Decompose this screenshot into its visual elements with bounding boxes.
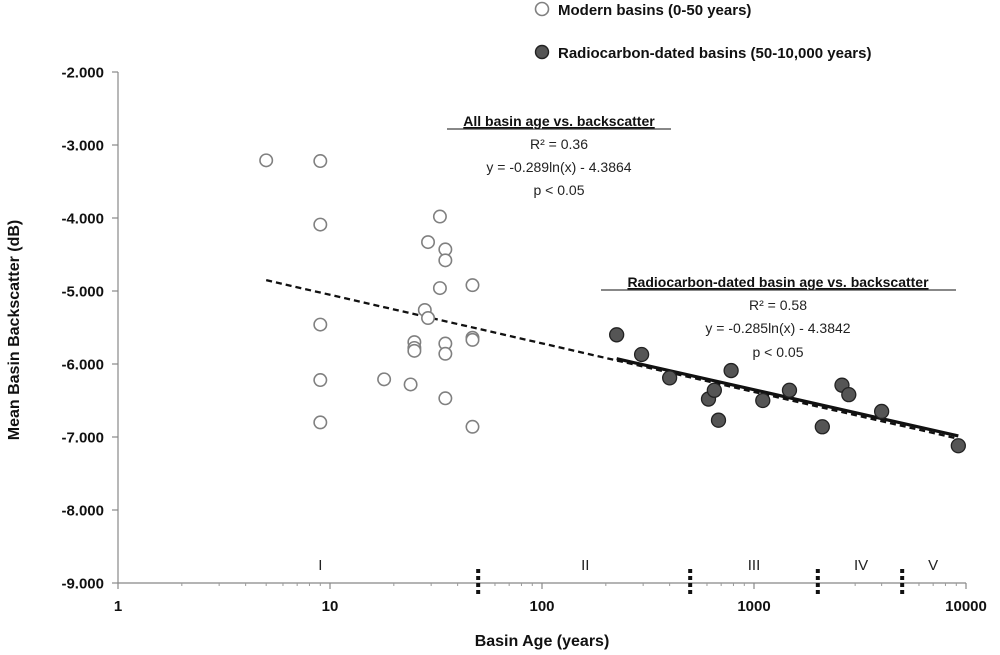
data-point-modern xyxy=(377,372,392,387)
annotation-all-r2: R² = 0.36 xyxy=(530,136,588,152)
data-point-radiocarbon xyxy=(710,412,727,428)
data-point-modern xyxy=(313,217,328,232)
region-boundaries xyxy=(476,569,905,594)
x-axis-title: Basin Age (years) xyxy=(475,633,610,650)
data-points xyxy=(259,153,966,454)
trendlines xyxy=(265,279,959,440)
data-point-modern xyxy=(438,391,453,406)
trendline xyxy=(265,279,959,440)
annotation-radiocarbon-title: Radiocarbon-dated basin age vs. backscat… xyxy=(627,274,929,290)
data-point-radiocarbon xyxy=(706,382,722,398)
legend: Modern basins (0-50 years) Radiocarbon-d… xyxy=(534,1,871,62)
data-point-modern xyxy=(421,235,436,250)
data-point-modern xyxy=(465,278,480,293)
x-tick-label: 10 xyxy=(322,598,339,615)
annotation-all-p: p < 0.05 xyxy=(534,182,585,198)
data-point-radiocarbon xyxy=(755,392,771,409)
annotation-all: All basin age vs. backscatter R² = 0.36 … xyxy=(447,113,671,198)
y-tick-label: -5.000 xyxy=(61,284,104,301)
data-point-modern xyxy=(432,281,447,296)
data-point-modern xyxy=(403,377,418,392)
data-point-modern xyxy=(313,415,328,430)
data-point-modern xyxy=(438,346,453,361)
data-point-modern xyxy=(313,317,328,332)
x-tick-label: 1 xyxy=(114,598,122,615)
y-tick-label: -8.000 xyxy=(61,503,104,520)
data-point-modern xyxy=(313,154,328,169)
x-ticks: 1 10 100 1000 10000 xyxy=(114,583,987,615)
data-point-modern xyxy=(438,253,453,268)
data-point-radiocarbon xyxy=(950,438,966,454)
region-labels: I II III IV V xyxy=(318,557,938,574)
annotation-all-title: All basin age vs. backscatter xyxy=(463,113,655,129)
plot-area: -2.000 -3.000 -4.000 -5.000 -6.000 -7.000 -8.0… xyxy=(61,65,986,616)
data-point-modern xyxy=(407,343,422,358)
annotation-radiocarbon: Radiocarbon-dated basin age vs. backscat… xyxy=(601,274,956,360)
region-label: V xyxy=(928,557,938,574)
y-ticks: -2.000 -3.000 -4.000 -5.000 -6.000 -7.000 -8.0… xyxy=(61,65,118,593)
y-tick-label: -6.000 xyxy=(61,357,104,374)
region-label: III xyxy=(748,557,761,574)
data-point-radiocarbon xyxy=(814,419,830,435)
data-point-modern xyxy=(421,311,436,326)
data-point-radiocarbon xyxy=(841,387,857,403)
data-point-radiocarbon xyxy=(723,362,739,379)
legend-label-radiocarbon: Radiocarbon-dated basins (50-10,000 year… xyxy=(558,45,871,62)
data-point-modern xyxy=(465,332,480,347)
y-tick-label: -4.000 xyxy=(61,211,104,228)
data-point-radiocarbon xyxy=(873,403,890,420)
y-tick-label: -2.000 xyxy=(61,65,104,82)
legend-marker-modern xyxy=(534,1,550,17)
legend-label-modern: Modern basins (0-50 years) xyxy=(558,2,751,19)
region-label: I xyxy=(318,557,322,574)
y-tick-label: -9.000 xyxy=(61,576,104,593)
annotation-all-equation: y = -0.289ln(x) - 4.3864 xyxy=(486,159,631,175)
region-label: IV xyxy=(854,557,868,574)
y-tick-label: -3.000 xyxy=(61,138,104,155)
data-point-radiocarbon xyxy=(661,370,678,386)
annotation-radiocarbon-equation: y = -0.285ln(x) - 4.3842 xyxy=(705,320,850,336)
legend-marker-radiocarbon xyxy=(534,44,550,60)
x-tick-label: 100 xyxy=(529,598,554,615)
y-axis-title: Mean Basin Backscatter (dB) xyxy=(6,220,23,441)
data-point-radiocarbon xyxy=(633,346,650,363)
x-tick-label: 1000 xyxy=(737,598,770,615)
region-label: II xyxy=(581,557,589,574)
annotation-radiocarbon-p: p < 0.05 xyxy=(753,344,804,360)
data-point-radiocarbon xyxy=(609,327,625,343)
y-tick-label: -7.000 xyxy=(61,430,104,447)
data-point-modern xyxy=(432,209,447,224)
x-tick-label: 10000 xyxy=(945,598,987,615)
data-point-modern xyxy=(313,373,328,388)
annotation-radiocarbon-r2: R² = 0.58 xyxy=(749,297,807,313)
data-point-modern xyxy=(259,153,274,168)
data-point-modern xyxy=(465,419,480,434)
data-point-radiocarbon xyxy=(781,382,798,398)
